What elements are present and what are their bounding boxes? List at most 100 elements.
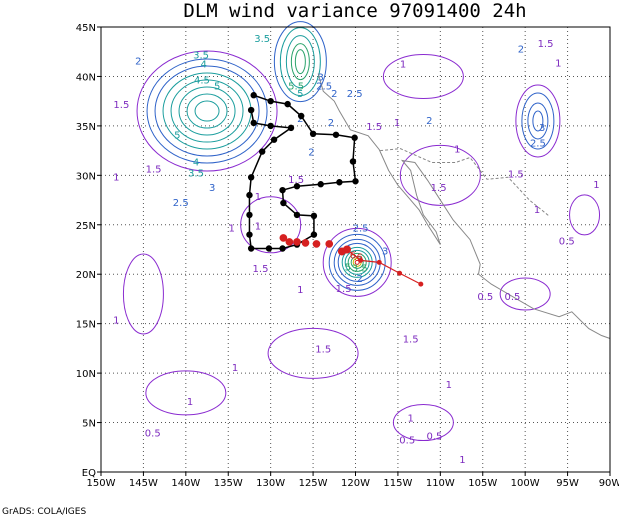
contour-label: 0.5 — [559, 237, 575, 248]
tropical-storm-marker: ● — [301, 238, 310, 249]
contour-label: 0.5 — [399, 435, 415, 446]
track-black-point — [284, 100, 291, 108]
track-black-point — [293, 211, 301, 219]
contour-label: 3 — [382, 246, 388, 257]
contour-ring — [382, 53, 464, 99]
contour-label: 1 — [228, 224, 234, 235]
track-red-point — [376, 259, 382, 265]
y-tick-label: 45N — [76, 23, 96, 34]
contour-ring — [273, 21, 327, 103]
contour-label: 0.5 — [504, 292, 520, 303]
contour-label: 5 — [345, 262, 351, 273]
contour-label: 1 — [446, 380, 452, 391]
contour-ring — [569, 194, 601, 236]
track-black-point — [265, 245, 273, 252]
contour-label: 3.5 — [188, 168, 204, 179]
contour-ring — [178, 86, 236, 136]
contour-label: 0.5 — [426, 431, 442, 442]
y-tick-label: 40N — [76, 72, 96, 83]
track-black-point — [287, 124, 295, 132]
y-tick-label: 30N — [76, 171, 96, 182]
contour-ring — [290, 43, 310, 81]
contour-label: 1 — [113, 316, 119, 327]
contour-ring — [499, 277, 551, 311]
x-tick-label: 90W — [599, 478, 619, 489]
track-black-point — [247, 174, 255, 181]
x-tick-label: 130W — [256, 478, 285, 489]
contour-label: 3 — [318, 72, 324, 83]
contour-ring — [328, 233, 386, 291]
contour-label: 1 — [454, 145, 460, 156]
tropical-storm-marker: ● — [285, 237, 294, 248]
contour-ring — [170, 79, 244, 143]
contour-label: 1 — [534, 205, 540, 216]
y-tick-label: 35N — [76, 122, 96, 133]
tropical-storm-marker: ● — [279, 233, 288, 244]
contour-label: 1.5 — [508, 169, 524, 180]
grid-lines — [101, 27, 610, 472]
contour-label: 5 — [214, 81, 220, 92]
track-red-point — [343, 245, 352, 254]
track-black-point — [250, 119, 257, 127]
contour-label: 6 — [357, 252, 363, 263]
contour-ring — [186, 93, 228, 129]
track-black-point — [247, 106, 255, 114]
contour-ring — [344, 249, 370, 275]
contour-ring — [194, 100, 220, 122]
contour-label: 4 — [200, 60, 206, 71]
contour-label: 3.5 — [254, 34, 270, 45]
contour-ring — [279, 27, 321, 97]
contour-ring — [145, 370, 227, 416]
x-axis-ticks: 150W 145W 140W 135W 130W 125W 120W 115W 110W 105W… — [87, 472, 619, 489]
contour-label: 3 — [209, 183, 215, 194]
track-black-point — [310, 231, 318, 238]
y-axis-ticks: EQ 5N 10N 15N 20N 25N 30N 35N 40N 45N — [76, 23, 101, 479]
contour-label: 1.5 — [403, 334, 419, 345]
contour-label: 5 — [174, 131, 180, 142]
contour-label: 2 — [357, 274, 363, 285]
contour-ring — [532, 110, 544, 132]
contour-lines — [122, 21, 601, 442]
contour-label: 1.5 — [288, 175, 304, 186]
contour-label: 1.5 — [538, 39, 554, 50]
track-black-point — [310, 212, 318, 220]
contour-label: 1.5 — [431, 183, 447, 194]
contour-label: 2.5 — [353, 224, 369, 235]
contour-label: 0.5 — [145, 428, 161, 439]
track-black-point — [317, 181, 324, 188]
y-tick-label: 25N — [76, 221, 96, 232]
contour-label: 2 — [426, 116, 432, 127]
contour-label: 1 — [407, 414, 413, 425]
contour-ring — [521, 92, 555, 150]
x-tick-label: 95W — [556, 478, 579, 489]
contour-ring — [294, 49, 306, 75]
x-tick-label: 150W — [87, 478, 116, 489]
contour-label: 2 — [328, 118, 334, 129]
contour-label: 2 — [308, 148, 314, 159]
coastline-path — [317, 73, 611, 339]
track-black-point — [267, 122, 274, 130]
contour-ring — [154, 65, 260, 157]
x-tick-label: 140W — [171, 478, 200, 489]
contour-label: 1.5 — [253, 264, 269, 275]
y-tick-label: 10N — [76, 369, 96, 380]
x-tick-label: 125W — [299, 478, 328, 489]
contour-ring — [240, 196, 302, 254]
x-tick-label: 145W — [129, 478, 158, 489]
y-tick-label: 15N — [76, 320, 96, 331]
contour-label: 2 — [297, 114, 303, 125]
contour-ring — [146, 58, 268, 164]
contour-label: 2.5 — [347, 89, 363, 100]
track-red-point — [397, 270, 403, 276]
contour-label: 1 — [113, 172, 119, 183]
tropical-storm-marker: ● — [325, 239, 334, 250]
track-black-point — [270, 136, 278, 143]
contour-label: 1 — [297, 285, 303, 296]
track-black-point — [293, 241, 301, 248]
contour-label: 0.5 — [477, 292, 493, 303]
contour-label: 3.5 — [193, 51, 209, 62]
track-black-point — [351, 134, 358, 141]
contour-label: 6 — [350, 250, 356, 261]
track-black-point — [267, 97, 274, 105]
